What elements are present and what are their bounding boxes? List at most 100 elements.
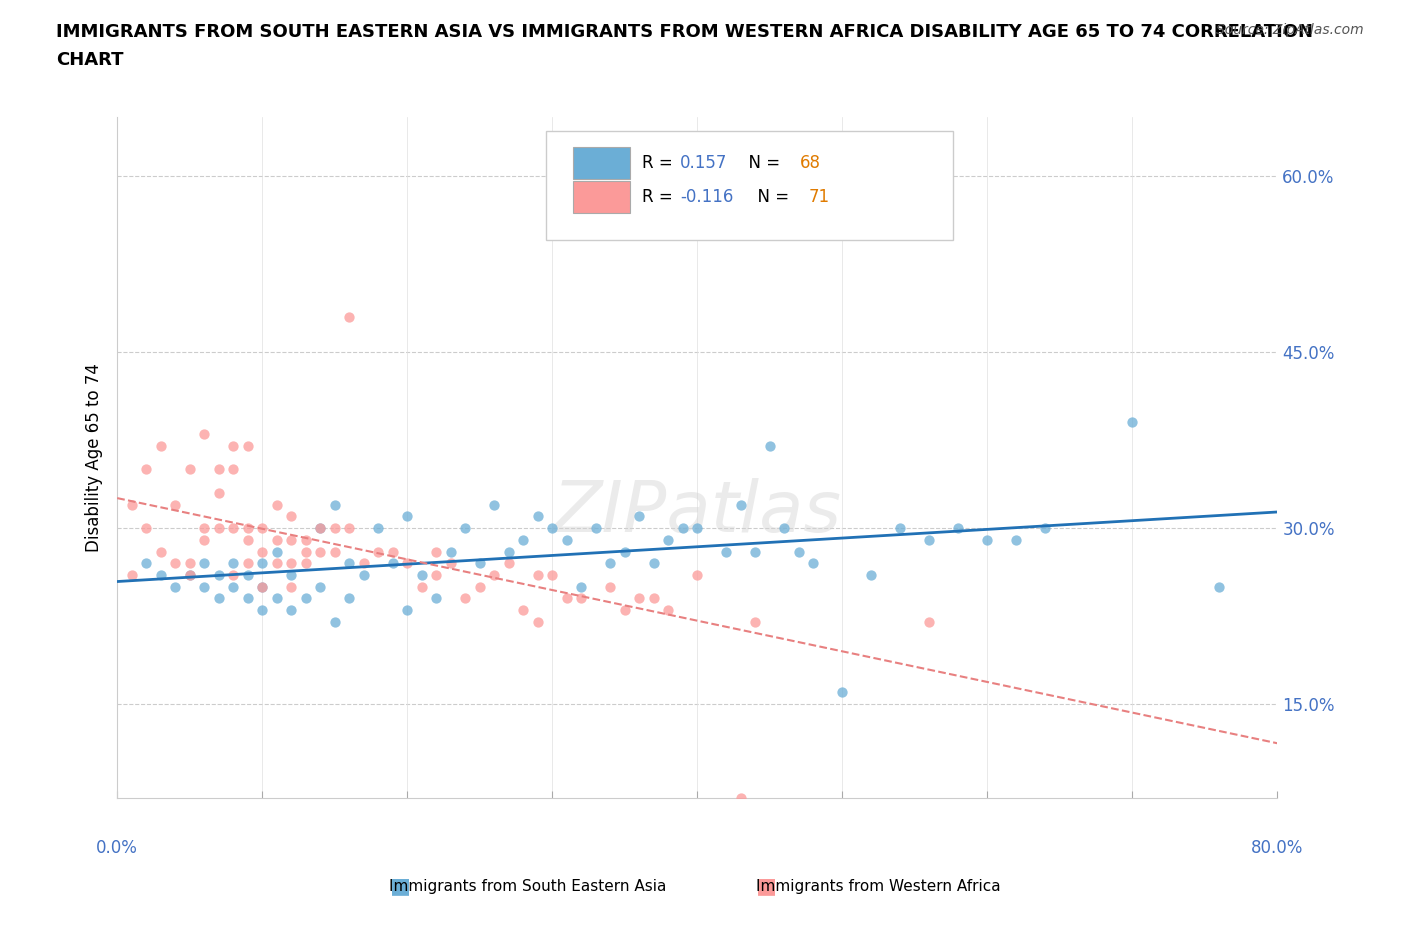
Point — [294, 544, 316, 559]
Point — [744, 544, 766, 559]
Point — [121, 567, 143, 582]
Point — [454, 521, 477, 536]
Point — [657, 532, 679, 547]
Point — [135, 556, 157, 571]
Point — [280, 603, 302, 618]
Point — [280, 556, 302, 571]
Point — [411, 579, 433, 594]
Point — [337, 521, 360, 536]
Text: N =: N = — [747, 188, 794, 206]
FancyBboxPatch shape — [547, 131, 952, 240]
Point — [323, 498, 346, 512]
Point — [918, 532, 941, 547]
Point — [801, 556, 824, 571]
Point — [555, 532, 578, 547]
Point — [135, 521, 157, 536]
Point — [686, 567, 709, 582]
Point — [222, 567, 245, 582]
Text: ZIPatlas: ZIPatlas — [553, 478, 842, 547]
Point — [165, 579, 187, 594]
Point — [294, 532, 316, 547]
Point — [526, 509, 548, 524]
Point — [599, 556, 621, 571]
Point — [512, 532, 534, 547]
Text: 68: 68 — [800, 153, 820, 172]
Point — [569, 591, 592, 606]
Point — [280, 579, 302, 594]
Point — [337, 591, 360, 606]
Point — [179, 556, 201, 571]
Point — [918, 615, 941, 630]
Point — [149, 438, 172, 453]
Point — [541, 521, 564, 536]
FancyBboxPatch shape — [574, 147, 630, 179]
Point — [889, 521, 911, 536]
Point — [222, 579, 245, 594]
Point — [222, 438, 245, 453]
Point — [613, 544, 636, 559]
Point — [179, 462, 201, 477]
Point — [208, 567, 231, 582]
Point — [208, 462, 231, 477]
Point — [280, 532, 302, 547]
Point — [484, 498, 506, 512]
Point — [323, 615, 346, 630]
Point — [208, 591, 231, 606]
Y-axis label: Disability Age 65 to 74: Disability Age 65 to 74 — [86, 364, 103, 552]
Point — [484, 567, 506, 582]
Point — [599, 579, 621, 594]
Point — [787, 544, 810, 559]
Point — [541, 567, 564, 582]
Point — [425, 567, 447, 582]
Point — [860, 567, 883, 582]
Point — [309, 579, 332, 594]
Point — [236, 532, 259, 547]
Text: 71: 71 — [808, 188, 830, 206]
Point — [643, 556, 665, 571]
Point — [512, 603, 534, 618]
Point — [222, 521, 245, 536]
Point — [250, 556, 273, 571]
Point — [1121, 415, 1143, 430]
Point — [193, 579, 215, 594]
Point — [250, 603, 273, 618]
Text: R =: R = — [641, 153, 678, 172]
Point — [411, 567, 433, 582]
Point — [367, 521, 389, 536]
Point — [555, 591, 578, 606]
Point — [135, 462, 157, 477]
Point — [773, 521, 796, 536]
FancyBboxPatch shape — [574, 181, 630, 213]
Point — [165, 556, 187, 571]
Point — [831, 684, 853, 699]
Point — [716, 544, 738, 559]
Text: -0.116: -0.116 — [681, 188, 734, 206]
Text: N =: N = — [738, 153, 786, 172]
Point — [323, 544, 346, 559]
Point — [569, 579, 592, 594]
Text: 0.157: 0.157 — [681, 153, 727, 172]
Text: IMMIGRANTS FROM SOUTH EASTERN ASIA VS IMMIGRANTS FROM WESTERN AFRICA DISABILITY : IMMIGRANTS FROM SOUTH EASTERN ASIA VS IM… — [56, 23, 1313, 41]
Point — [250, 544, 273, 559]
Point — [585, 521, 607, 536]
Point — [498, 556, 520, 571]
Point — [280, 567, 302, 582]
Point — [222, 462, 245, 477]
Point — [208, 485, 231, 500]
Point — [425, 591, 447, 606]
Point — [165, 498, 187, 512]
Point — [454, 591, 477, 606]
Point — [643, 591, 665, 606]
Point — [628, 509, 651, 524]
Point — [337, 310, 360, 325]
Point — [367, 544, 389, 559]
Point — [396, 603, 419, 618]
Point — [468, 556, 491, 571]
Point — [222, 556, 245, 571]
Text: CHART: CHART — [56, 51, 124, 69]
Point — [236, 591, 259, 606]
Point — [672, 521, 695, 536]
Point — [149, 544, 172, 559]
Point — [498, 544, 520, 559]
Point — [1033, 521, 1056, 536]
